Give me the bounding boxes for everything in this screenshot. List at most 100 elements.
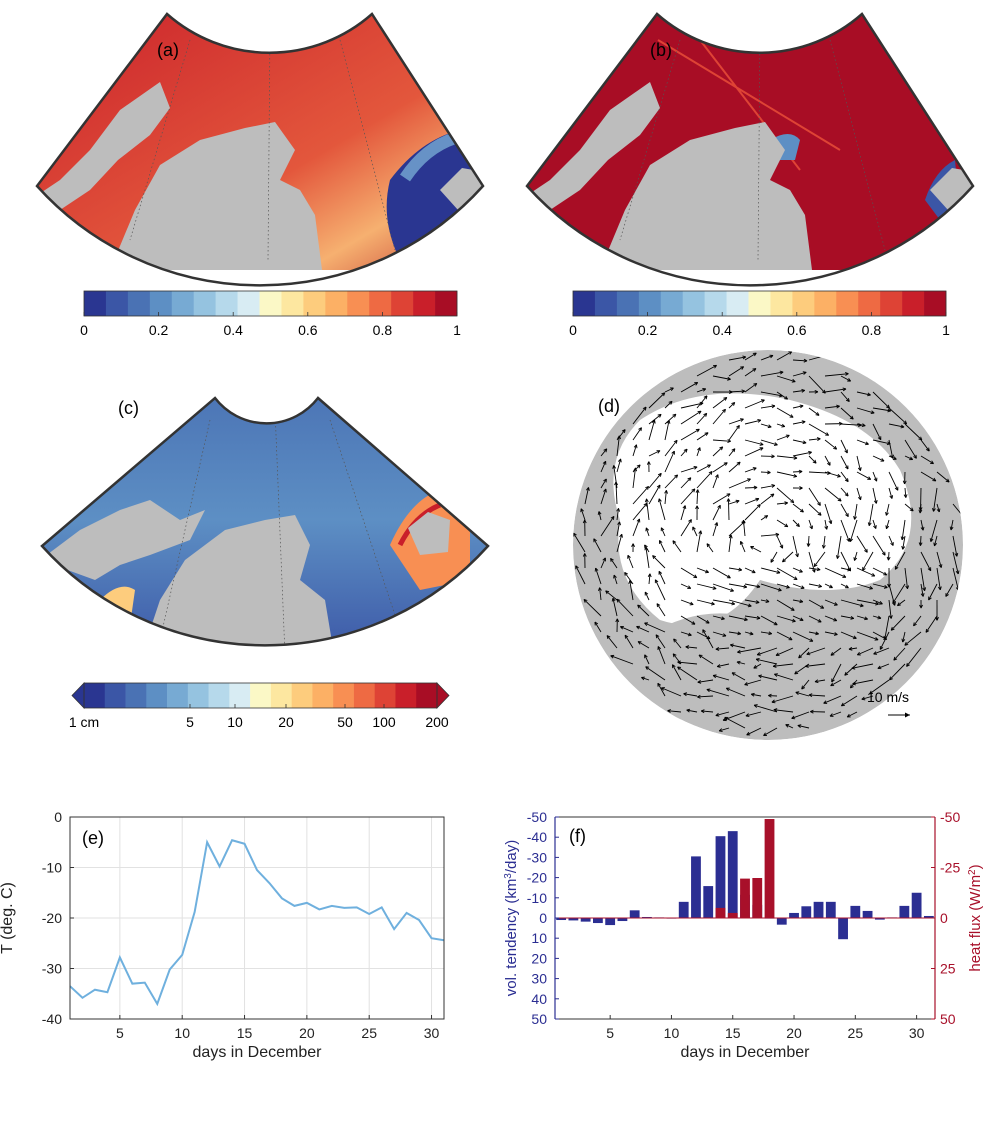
wind-vector-head	[697, 694, 701, 699]
c-cell	[333, 683, 355, 708]
wind-vector	[600, 488, 607, 505]
wind-vector	[792, 519, 800, 527]
wind-vector	[760, 515, 768, 521]
wind-vector	[775, 647, 794, 656]
wind-vector-head	[844, 478, 849, 483]
wind-vector-head	[894, 565, 899, 570]
f-heat-bar	[715, 907, 726, 918]
wind-vector	[872, 391, 890, 409]
wind-vector-head	[651, 419, 656, 424]
wind-vector-head	[815, 412, 820, 416]
wind-vector	[600, 516, 615, 537]
wind-vector	[887, 551, 890, 561]
wind-vector-head	[840, 702, 845, 707]
wind-vector	[696, 631, 711, 640]
wind-vector	[805, 663, 826, 667]
b-tick-label: 0.2	[638, 322, 658, 338]
wind-vector	[776, 391, 788, 400]
f-vol-bar	[580, 918, 591, 922]
wind-vector	[712, 446, 724, 457]
wind-vector	[750, 546, 762, 553]
wind-vector	[760, 423, 772, 428]
wind-vector	[615, 481, 618, 505]
wind-vector	[744, 498, 760, 505]
wind-vector-head	[583, 598, 588, 603]
wind-vector	[792, 503, 804, 513]
wind-vector-head	[815, 631, 819, 636]
wind-vector	[760, 391, 783, 397]
wind-vector	[594, 621, 602, 633]
f-vol-bar	[911, 892, 922, 918]
wind-vector-head	[575, 565, 579, 570]
f-vol-bar	[874, 918, 885, 920]
wind-vector	[744, 467, 757, 473]
f-vol-bar	[923, 915, 934, 918]
wind-vector-head	[817, 511, 822, 516]
wind-vector-head	[728, 534, 733, 539]
panel-d-scale-arrowhead	[905, 712, 910, 718]
wind-vector-head	[661, 687, 665, 691]
wind-vector	[632, 464, 641, 473]
wind-vector	[856, 439, 869, 445]
wind-vector	[737, 647, 762, 653]
wind-vector	[648, 392, 666, 409]
wind-vector-head	[692, 526, 696, 531]
wind-vector-head	[812, 459, 817, 464]
wind-vector	[680, 466, 698, 473]
panel-c-label: (c)	[118, 398, 139, 418]
wind-vector-head	[667, 709, 671, 713]
a-cell	[149, 291, 173, 316]
wind-vector-head	[617, 521, 621, 526]
wind-vector-head	[937, 586, 942, 591]
wind-vector	[715, 647, 730, 650]
wind-vector	[857, 647, 874, 656]
wind-vector	[696, 395, 708, 409]
wind-vector-head	[723, 397, 728, 401]
wind-vector-head	[870, 410, 875, 415]
wind-vector-head	[715, 474, 719, 479]
wind-vector-head	[814, 679, 819, 684]
wind-vector	[776, 423, 785, 428]
wind-vector	[776, 535, 784, 549]
wind-vector	[856, 471, 871, 480]
wind-vector-head	[927, 567, 932, 572]
wind-vector-head	[801, 388, 806, 393]
wind-vector-head	[877, 436, 882, 441]
wind-vector-head	[637, 604, 642, 609]
wind-vector-head	[771, 484, 776, 488]
wind-vector-head	[707, 464, 711, 468]
wind-vector-head	[657, 413, 662, 418]
wind-vector-head	[894, 486, 899, 491]
f-ytick-left-label: -50	[527, 809, 547, 825]
wind-vector	[856, 455, 861, 471]
wind-vector	[680, 410, 702, 425]
wind-vector-head	[844, 372, 849, 376]
wind-vector-head	[700, 709, 705, 714]
wind-vector-head	[603, 478, 607, 483]
wind-vector	[888, 599, 892, 619]
wind-vector	[593, 538, 602, 553]
wind-vector	[823, 535, 826, 549]
c-cell	[416, 683, 438, 708]
wind-vector	[904, 455, 913, 460]
wind-vector-head	[930, 460, 934, 465]
wind-vector	[745, 711, 762, 717]
b-cell	[726, 291, 749, 316]
c-tick-label: 1 cm	[69, 714, 99, 730]
wind-vector	[824, 615, 837, 622]
wind-vector	[730, 644, 746, 649]
a-cell	[281, 291, 304, 316]
wind-vector	[830, 647, 842, 656]
wind-vector-head	[763, 732, 767, 737]
wind-vector-head	[687, 585, 692, 589]
wind-vector-head	[775, 532, 780, 537]
wind-vector	[936, 567, 941, 590]
wind-vector	[645, 666, 666, 681]
wind-vector	[824, 567, 847, 578]
wind-vector	[744, 486, 758, 489]
wind-vector-head	[875, 601, 879, 606]
wind-vector	[952, 535, 958, 557]
wind-vector-head	[636, 518, 641, 523]
wind-vector-head	[726, 498, 731, 502]
